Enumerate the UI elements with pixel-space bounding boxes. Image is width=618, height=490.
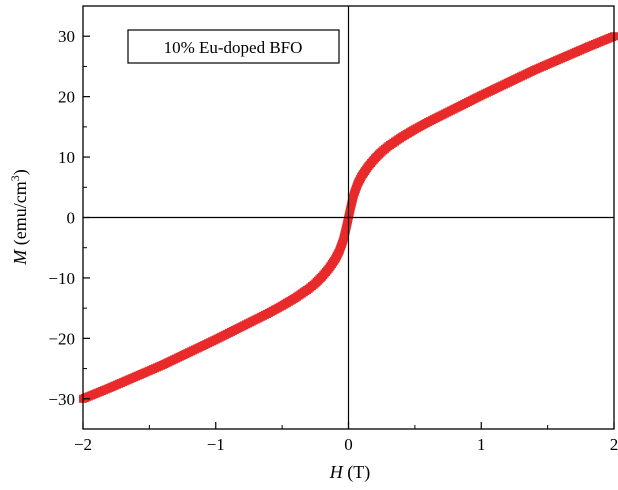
x-tick-label: 2 (610, 435, 618, 454)
x-axis-unit: (T) (343, 462, 370, 483)
y-axis-unit-exponent: 3 (8, 175, 22, 181)
x-tick-label: 0 (344, 435, 353, 454)
y-axis-variable: M (10, 249, 30, 266)
y-tick-label: 20 (58, 88, 75, 107)
y-tick-label: 0 (67, 209, 76, 228)
x-axis-title: H (T) (329, 462, 370, 483)
y-tick-label: 30 (58, 27, 75, 46)
y-axis-unit: (emu/cm (10, 181, 31, 249)
legend-box (127, 29, 340, 64)
y-tick-label: −10 (48, 269, 75, 288)
y-tick-label: −20 (48, 329, 75, 348)
legend: 10% Eu-doped BFO (127, 29, 340, 64)
y-axis-unit-close: ) (10, 169, 31, 175)
data-markers (79, 32, 618, 403)
x-axis-variable: H (329, 462, 344, 482)
x-tick-label: 1 (477, 435, 486, 454)
x-tick-label: −1 (207, 435, 225, 454)
y-tick-label: 10 (58, 148, 75, 167)
y-axis-title: M (emu/cm3) (8, 169, 31, 265)
legend-label: 10% Eu-doped BFO (164, 38, 303, 57)
x-tick-label: −2 (74, 435, 92, 454)
y-tick-label: −30 (48, 390, 75, 409)
